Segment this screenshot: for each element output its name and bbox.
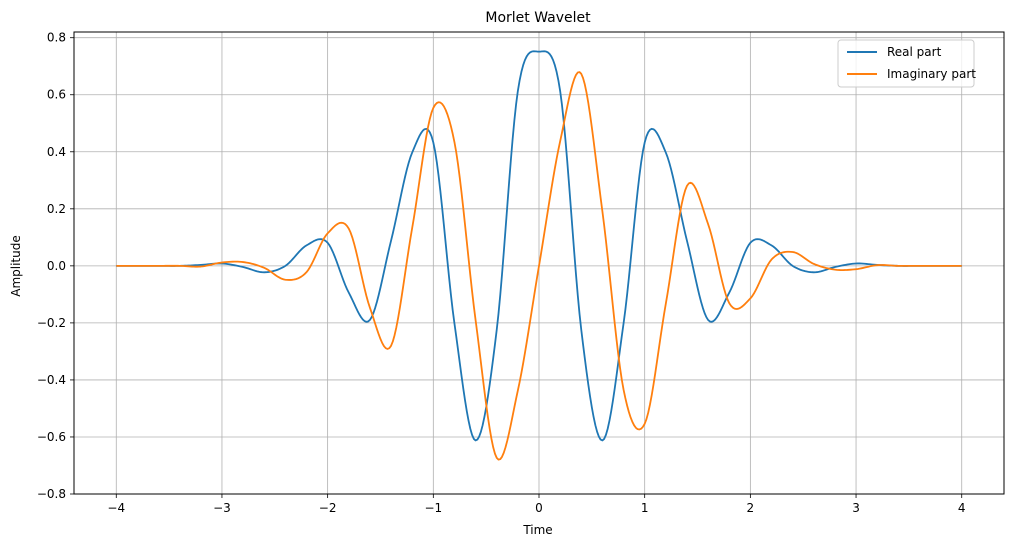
ticks: −4 −3 −2 −1 0 1 2 3 4 −0.8 −0.6 −0.4 −0.2 0.0 0.2 0.4 0.… — [37, 31, 966, 515]
x-tick-label: 1 — [641, 501, 649, 515]
legend: Real part Imaginary part — [837, 39, 976, 88]
x-tick-label: 0 — [535, 501, 543, 515]
y-tick-label: 0.4 — [47, 145, 66, 159]
x-tick-label: −2 — [319, 501, 337, 515]
x-tick-label: −3 — [213, 501, 231, 515]
y-tick-label: 0.8 — [47, 31, 66, 45]
legend-label-imaginary: Imaginary part — [887, 67, 976, 81]
x-tick-label: −4 — [107, 501, 125, 515]
y-axis-title: Amplitude — [9, 235, 23, 297]
y-tick-label: 0.2 — [47, 202, 66, 216]
x-tick-label: −1 — [424, 501, 442, 515]
series-layer — [116, 50, 962, 461]
x-tick-label: 2 — [747, 501, 755, 515]
y-tick-label: −0.2 — [37, 316, 66, 330]
chart-title: Morlet Wavelet — [485, 10, 591, 26]
x-tick-label: 3 — [852, 501, 860, 515]
y-tick-label: 0.6 — [47, 88, 66, 102]
real-part-line — [116, 50, 962, 442]
x-axis-title: Time — [522, 523, 552, 537]
y-tick-label: 0.0 — [47, 259, 66, 273]
legend-label-real: Real part — [887, 45, 942, 59]
y-tick-label: −0.8 — [37, 487, 66, 501]
y-tick-label: −0.4 — [37, 373, 66, 387]
x-tick-label: 4 — [958, 501, 966, 515]
plot-area: −4 −3 −2 −1 0 1 2 3 4 −0.8 −0.6 −0.4 −0.2 0.0 0.2 0.4 0.… — [37, 31, 1005, 515]
y-tick-label: −0.6 — [37, 430, 66, 444]
imaginary-part-line — [116, 71, 962, 461]
